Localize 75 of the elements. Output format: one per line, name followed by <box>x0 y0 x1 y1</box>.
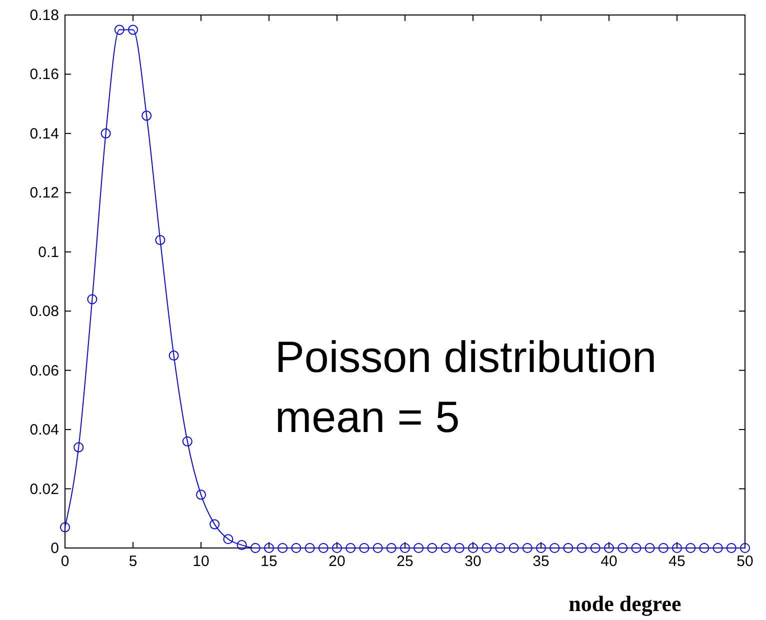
point <box>482 542 492 554</box>
point <box>427 542 438 554</box>
point <box>332 542 342 554</box>
point <box>100 128 111 138</box>
point <box>304 542 315 554</box>
point <box>236 540 247 550</box>
y-tick-label: 0 <box>50 540 59 557</box>
point <box>414 542 424 554</box>
point <box>576 542 587 554</box>
point <box>318 542 328 554</box>
y-tick-label: 0.12 <box>30 184 59 202</box>
point <box>60 522 70 532</box>
point <box>142 110 152 121</box>
x-tick-label: 15 <box>260 553 278 570</box>
point <box>372 542 383 554</box>
point <box>740 542 750 554</box>
point <box>550 542 560 554</box>
annotation: Poisson distribution <box>275 333 657 382</box>
x-tick-label: 40 <box>600 553 618 570</box>
point <box>536 542 546 554</box>
y-tick-label: 0.02 <box>30 480 59 498</box>
point <box>440 542 451 554</box>
y-tick-label: 0.1 <box>38 244 59 261</box>
x-tick-label: 20 <box>328 553 346 570</box>
point <box>210 519 220 530</box>
point <box>264 542 274 554</box>
point <box>196 490 206 500</box>
x-axis-title: node degree <box>568 591 682 616</box>
point <box>631 542 642 554</box>
point <box>522 542 532 554</box>
x-tick-label: 45 <box>668 553 686 570</box>
point <box>712 542 723 554</box>
point <box>468 542 478 554</box>
x-tick-label: 30 <box>464 553 482 570</box>
point <box>182 436 192 446</box>
point <box>359 542 370 554</box>
point <box>155 235 166 246</box>
point <box>223 534 234 544</box>
point <box>168 350 179 361</box>
point <box>250 542 260 554</box>
y-tick-label: 0.06 <box>30 362 59 380</box>
point <box>604 542 614 554</box>
point <box>658 542 668 554</box>
point <box>644 542 655 554</box>
point <box>563 542 574 554</box>
x-tick-label: 10 <box>192 553 210 570</box>
point <box>508 542 519 554</box>
point <box>346 542 356 554</box>
y-tick-label: 0.18 <box>30 7 59 24</box>
annotation: mean = 5 <box>275 393 460 442</box>
x-tick-label: 35 <box>532 553 550 570</box>
point <box>74 442 84 452</box>
y-tick-label: 0.08 <box>30 303 59 320</box>
point <box>278 542 288 554</box>
y-tick-label: 0.04 <box>30 422 59 439</box>
y-tick-label: 0.14 <box>30 125 59 142</box>
point <box>128 24 138 35</box>
point <box>454 542 464 554</box>
x-tick-label: 25 <box>396 553 414 570</box>
x-tick-label: 0 <box>60 553 70 570</box>
point <box>114 24 124 35</box>
x-tick-label: 50 <box>736 553 754 570</box>
point <box>291 542 302 554</box>
point <box>699 542 710 554</box>
point <box>87 294 98 304</box>
point <box>618 542 628 554</box>
point <box>726 542 736 554</box>
point <box>672 542 682 554</box>
point <box>400 542 410 554</box>
point <box>495 542 506 554</box>
point <box>686 542 696 554</box>
x-tick-label: 5 <box>128 553 138 570</box>
y-tick-label: 0.16 <box>30 66 59 84</box>
point <box>590 542 600 554</box>
point <box>386 542 396 554</box>
